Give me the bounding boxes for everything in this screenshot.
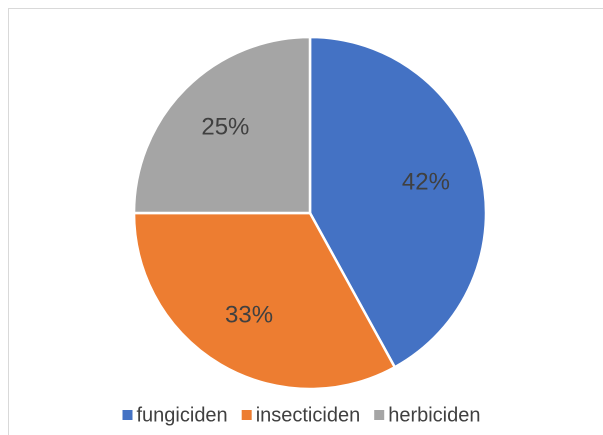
legend-label: fungiciden	[137, 404, 228, 426]
legend-label: herbiciden	[388, 404, 480, 426]
legend-marker	[122, 410, 133, 420]
pie-slice	[132, 35, 312, 215]
legend-marker	[374, 410, 385, 420]
chart-border	[8, 8, 603, 435]
data-label: 25%	[201, 114, 249, 141]
data-label: 33%	[225, 301, 273, 328]
data-label: 42%	[402, 169, 450, 196]
pie-slice	[308, 35, 488, 369]
legend-label: insecticiden	[256, 404, 361, 426]
legend-marker	[241, 410, 252, 420]
pie-slice	[132, 211, 397, 391]
